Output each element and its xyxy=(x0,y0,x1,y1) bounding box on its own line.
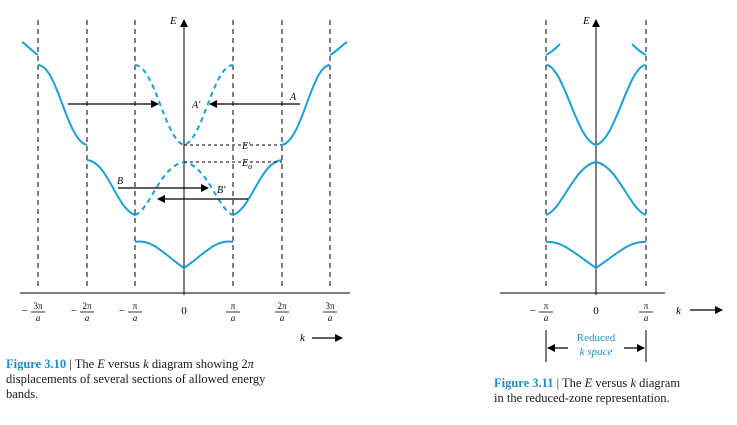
svg-text:a: a xyxy=(231,313,236,323)
reduced-band-2 xyxy=(545,160,647,216)
caption-fig311-t0: The xyxy=(562,376,585,390)
svg-text:−: − xyxy=(530,305,536,317)
caption-fig311-t4: diagram xyxy=(636,376,681,390)
caption-fig311-t1: E xyxy=(584,376,593,390)
tick-fig311-2: πa xyxy=(639,301,653,323)
band-1 xyxy=(134,240,234,270)
svg-text:−: − xyxy=(71,305,77,317)
svg-text:3π: 3π xyxy=(33,301,43,311)
svg-text:a: a xyxy=(36,313,41,323)
caption-fig310-t5: π xyxy=(247,357,254,371)
caption-fig310-t0: The xyxy=(74,357,98,371)
reduced-band-3 xyxy=(545,64,647,147)
band-2-left xyxy=(86,159,136,216)
reduced-band-1 xyxy=(545,240,647,270)
tick-fig310-0: −3π a xyxy=(22,301,45,323)
caption-fig310-label: Figure 3.10 xyxy=(6,357,67,371)
energy-axis-label: E xyxy=(169,15,177,27)
svg-text:0: 0 xyxy=(181,305,187,317)
reduced-band-4-left xyxy=(545,43,561,56)
caption-fig311: Figure 3.11 | The E versus k diagram in … xyxy=(494,376,734,406)
svg-text:3π: 3π xyxy=(325,301,335,311)
label-B: B xyxy=(117,176,123,187)
k-axis-label-reduced: k xyxy=(676,305,682,317)
tick-fig310-2: − πa xyxy=(119,301,142,323)
caption-fig311-line2: in the reduced-zone representation. xyxy=(494,391,670,405)
caption-fig310-sep: | xyxy=(66,357,75,371)
label-E-prime: E′ xyxy=(241,141,251,152)
tick-fig310-1: −2π a xyxy=(71,301,94,323)
svg-text:π: π xyxy=(231,301,236,311)
label-B-prime: B′ xyxy=(217,185,226,196)
energy-axis-label-reduced: E xyxy=(582,15,590,27)
svg-text:π: π xyxy=(544,301,549,311)
caption-fig310-t2: versus xyxy=(104,357,144,371)
band-2-right xyxy=(232,159,283,216)
caption-fig310-t4: diagram showing 2 xyxy=(148,357,248,371)
svg-text:a: a xyxy=(328,313,333,323)
caption-fig311-sep: | xyxy=(553,376,563,390)
svg-text:a: a xyxy=(644,313,649,323)
caption-fig310-line3: bands. xyxy=(6,387,39,401)
caption-fig311-t3: k xyxy=(630,376,636,390)
band-4-right xyxy=(329,41,348,56)
label-A: A xyxy=(289,92,297,103)
svg-text:a: a xyxy=(544,313,549,323)
svg-text:π: π xyxy=(133,301,138,311)
svg-text:0: 0 xyxy=(593,305,599,317)
tick-fig310-3: 0 xyxy=(181,305,187,317)
tick-fig311-0: − πa xyxy=(530,301,553,323)
svg-text:2π: 2π xyxy=(277,301,287,311)
tick-fig311-1: 0 xyxy=(593,305,599,317)
tick-labels-fig311: − πa0 πa xyxy=(530,301,653,323)
band-4-left xyxy=(21,41,39,56)
svg-text:a: a xyxy=(85,313,90,323)
k-axis-label: k xyxy=(300,332,306,344)
svg-text:−: − xyxy=(119,305,125,317)
label-A-prime: A′ xyxy=(191,100,201,111)
svg-text:a: a xyxy=(133,313,138,323)
reduced-label-line1: Reduced xyxy=(577,332,616,344)
svg-text:2π: 2π xyxy=(82,301,92,311)
caption-fig310-t1: E xyxy=(97,357,105,371)
band-3-right xyxy=(281,64,331,146)
tick-fig310-5: 2π a xyxy=(275,301,289,323)
caption-fig311-label: Figure 3.11 xyxy=(494,376,554,390)
band-3-left xyxy=(37,64,88,146)
caption-fig311-t2: versus xyxy=(592,376,631,390)
svg-text:π: π xyxy=(644,301,649,311)
reduced-label-line2: k space xyxy=(580,346,613,358)
svg-text:−: − xyxy=(22,305,28,317)
caption-fig310-t3: k xyxy=(143,357,149,371)
caption-fig310-line2: displacements of several sections of all… xyxy=(6,372,266,386)
tick-fig310-6: 3π a xyxy=(323,301,337,323)
label-E-o: Eo xyxy=(241,158,252,171)
tick-fig310-4: πa xyxy=(226,301,240,323)
caption-fig310: Figure 3.10 | The E versus k diagram sho… xyxy=(6,357,336,402)
figure-3-11: E k − πa0 πa Reduced k space xyxy=(500,15,723,362)
reduced-band-4-right xyxy=(631,43,647,56)
svg-text:a: a xyxy=(280,313,285,323)
